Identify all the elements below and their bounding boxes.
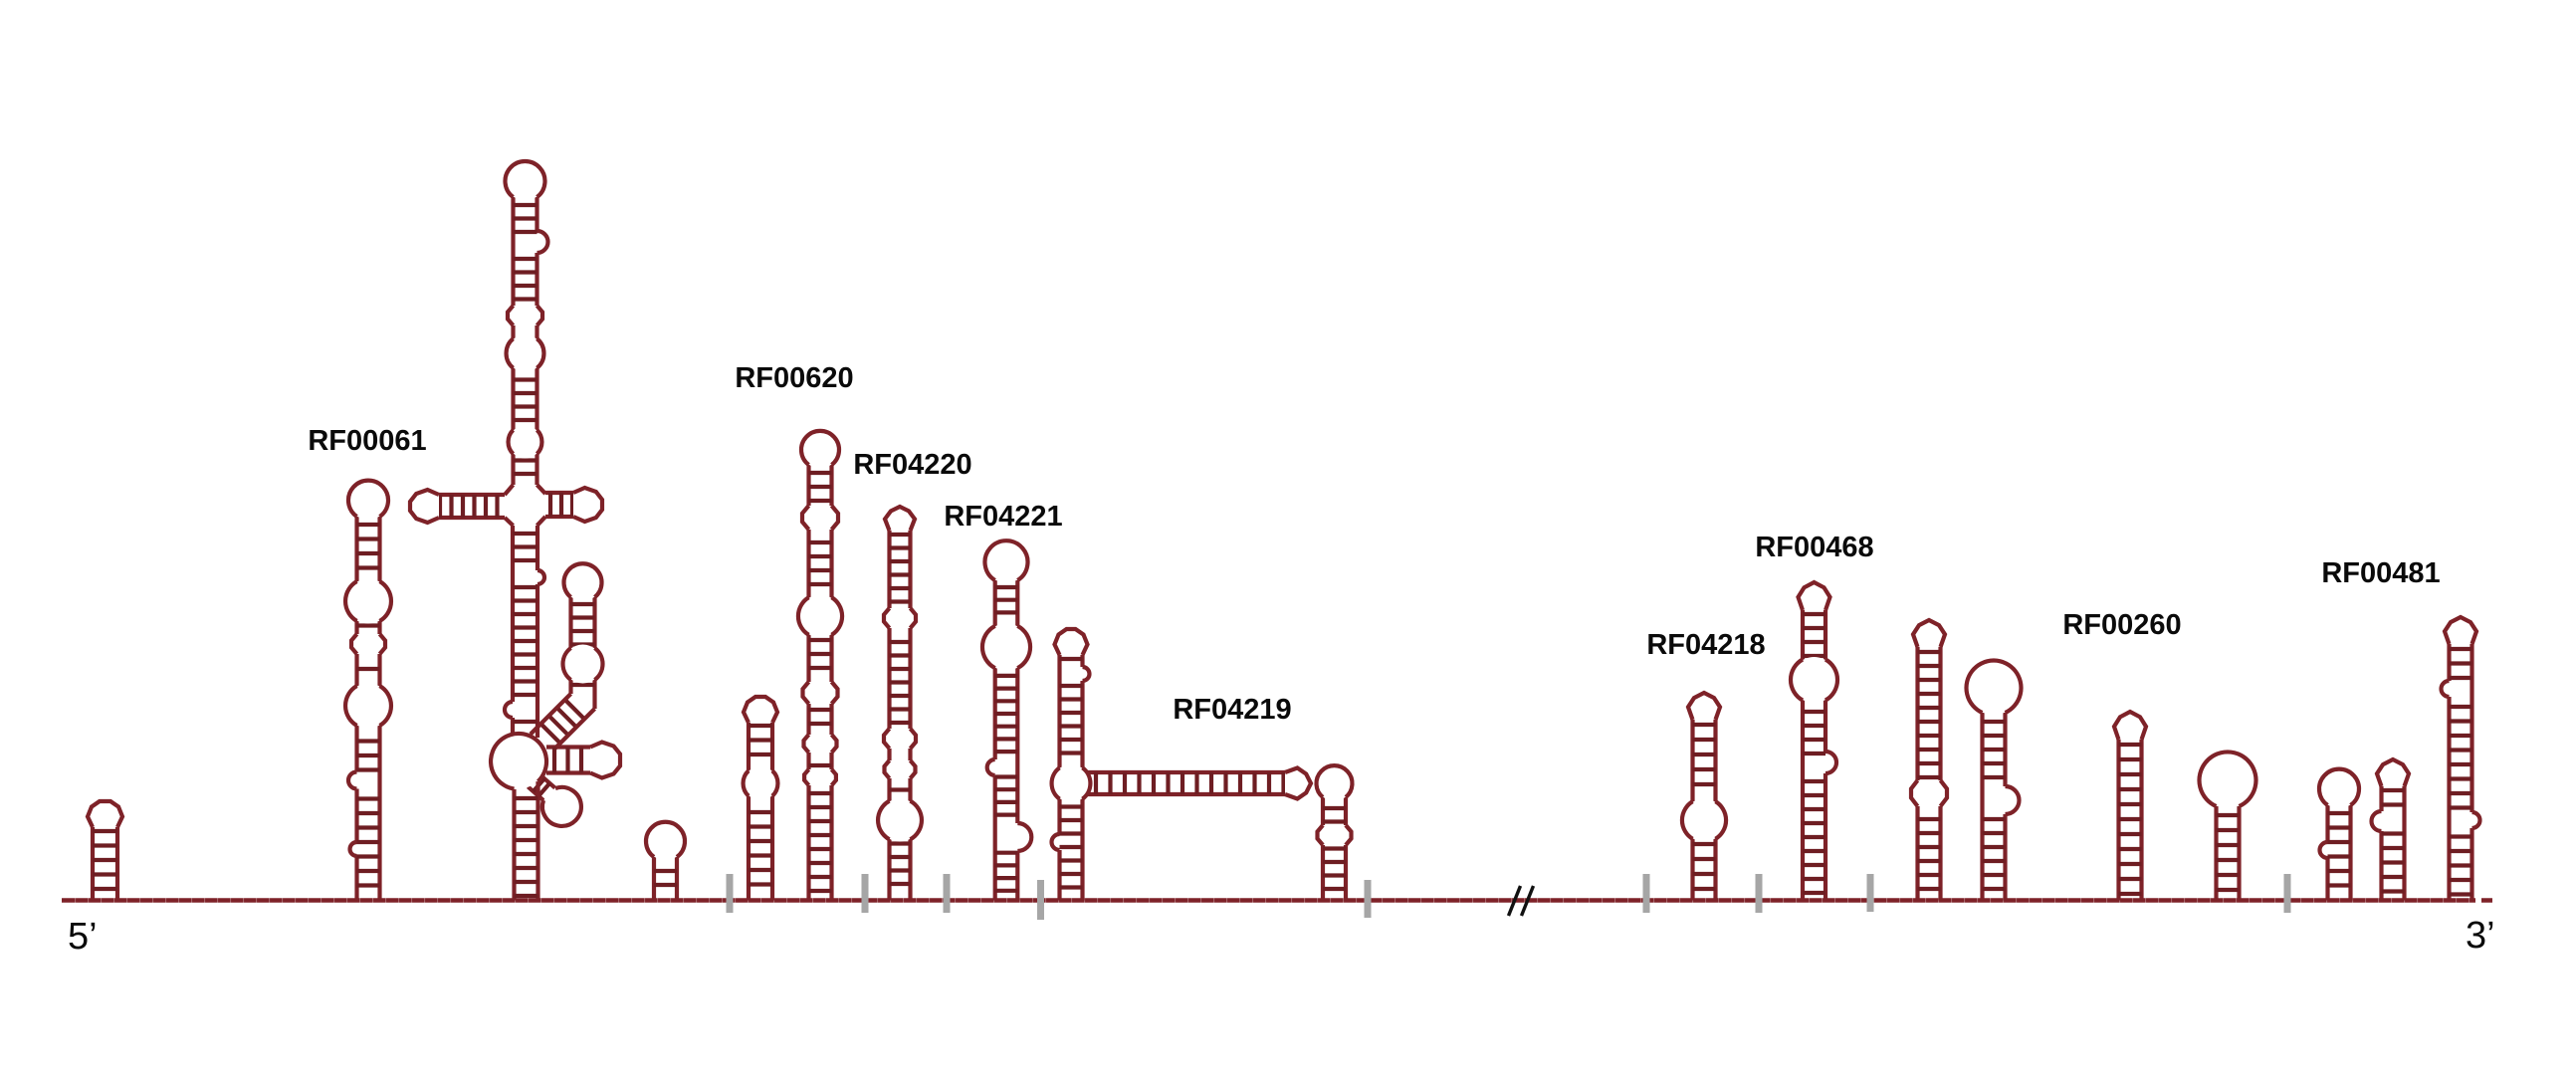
svg-text:RF00260: RF00260 — [2062, 609, 2181, 641]
svg-text:5’: 5’ — [68, 916, 98, 958]
svg-text:RF00620: RF00620 — [735, 362, 853, 394]
svg-text:RF04219: RF04219 — [1173, 694, 1291, 726]
svg-text:RF04220: RF04220 — [853, 449, 971, 481]
svg-text:RF00481: RF00481 — [2321, 557, 2440, 589]
svg-text:RF04218: RF04218 — [1646, 629, 1765, 661]
svg-text:RF00061: RF00061 — [308, 425, 426, 457]
svg-text:RF00468: RF00468 — [1755, 532, 1873, 563]
svg-text:3’: 3’ — [2466, 915, 2495, 957]
svg-text:RF04221: RF04221 — [944, 501, 1062, 533]
